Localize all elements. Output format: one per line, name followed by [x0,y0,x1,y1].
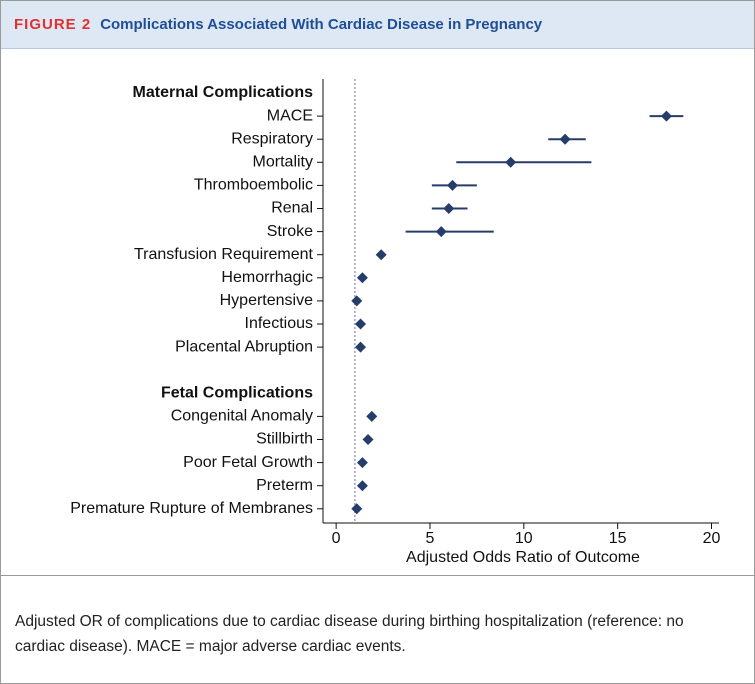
y-tick-label: Infectious [245,315,313,332]
point-estimate [351,295,363,307]
y-tick-label: Hemorrhagic [221,269,313,286]
x-tick-label: 5 [426,530,435,547]
y-tick-label: Thromboembolic [194,177,313,194]
x-tick-label: 10 [515,530,533,547]
point-estimate [559,133,571,145]
x-axis-label: Adjusted Odds Ratio of Outcome [406,549,640,566]
y-tick-label: Stillbirth [256,431,313,448]
x-tick-label: 0 [332,530,341,547]
x-tick-label: 15 [609,530,627,547]
point-estimate [443,203,455,214]
y-tick-label: Preterm [256,477,313,494]
point-estimate [660,110,672,122]
y-tick-label: Poor Fetal Growth [183,454,313,471]
y-tick-label: Premature Rupture of Membranes [70,500,313,517]
y-tick-label: MACE [267,107,313,124]
group-label: Fetal Complications [161,385,313,402]
group-label: Maternal Complications [133,84,314,101]
point-estimate [355,341,367,353]
point-estimate [356,457,368,469]
x-tick-label: 20 [703,530,721,547]
point-estimate [435,226,447,238]
y-tick-label: Renal [271,200,313,217]
y-tick-label: Mortality [253,154,313,171]
point-estimate [366,410,378,422]
y-tick-label: Stroke [267,223,313,240]
point-estimate [362,434,374,445]
y-tick-label: Hypertensive [220,292,313,309]
chart: 0 5 10 15 20 Adjusted Odds Ratio of Outcome Ma… [70,79,721,566]
caption: Adjusted OR of complications due to card… [1,575,754,659]
point-estimate [356,272,368,284]
y-tick-label: Congenital Anomaly [171,408,313,425]
figure-label: FIGURE 2 [14,16,92,33]
figure-header: FIGURE 2 Complications Associated With C… [1,1,754,49]
point-estimate [356,480,368,492]
point-estimate [351,503,363,515]
point-estimate [446,179,458,191]
point-estimate [505,156,517,168]
y-tick-label: Placental Abruption [175,338,313,355]
y-tick-label: Transfusion Requirement [134,246,314,263]
point-estimate [355,318,367,330]
figure-title: Complications Associated With Cardiac Di… [100,16,543,33]
point-estimate [375,249,387,261]
y-tick-label: Respiratory [231,130,313,147]
